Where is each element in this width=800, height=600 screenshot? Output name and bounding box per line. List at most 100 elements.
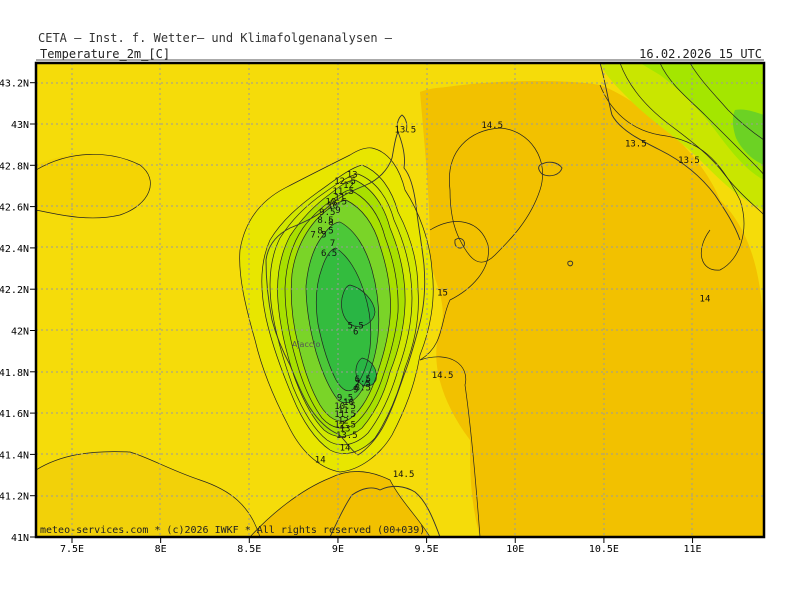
contour-label: 6.5 (321, 249, 337, 259)
contour-label: 13.5 (394, 125, 416, 135)
contour-label: 13 (340, 425, 351, 435)
contour-label: 12.5 (334, 177, 356, 187)
contour-label: 15 (437, 288, 448, 298)
contour-label: 7 (330, 239, 335, 249)
map-frame (34, 61, 766, 539)
contour-label: 12 (338, 416, 349, 426)
contour-label: 6 (353, 328, 358, 338)
warm-sea-east (420, 80, 764, 537)
lon-tick-label: 9.5E (415, 544, 439, 555)
contour-label: 11.5 (332, 187, 354, 197)
isotherm-10 (277, 179, 406, 437)
contour-label: 8 (328, 218, 333, 228)
contour-label: 12.5 (334, 421, 356, 431)
cap-corse (396, 114, 408, 133)
contour-label: 7.5 (310, 231, 326, 241)
lat-tick-label: 43N (11, 120, 29, 131)
contour-label: 11 (334, 193, 345, 203)
contour-label: 7.5 (355, 379, 371, 389)
variable-label: Temperature_2m_[C] (40, 47, 171, 61)
contour-label: 14.5 (393, 470, 415, 480)
coastlines (265, 63, 741, 537)
isotherm-13-northeast (659, 63, 764, 176)
contour-label: 9 (353, 385, 358, 395)
corsica-coast (265, 130, 426, 456)
contour-label: 6.5 (355, 375, 371, 385)
lon-tick-label: 11E (684, 544, 702, 555)
warm-patch-northwest (36, 153, 151, 218)
lat-tick-label: 41.6N (0, 409, 29, 420)
warm-sea-north (420, 87, 470, 120)
isotherm-14-south (249, 471, 431, 537)
lon-tick-label: 10E (506, 544, 524, 555)
lon-tick-label: 8.5E (237, 544, 261, 555)
contour-label: 14 (340, 443, 351, 453)
contour-label: 9.5 (319, 208, 335, 218)
isotherm-12-5-northeast (689, 63, 764, 141)
contour-label: 10 (327, 202, 338, 212)
isotherm-12 (261, 164, 419, 454)
italy-coast (599, 63, 741, 241)
contour-label: 9 (335, 206, 340, 216)
header-title: CETA — Inst. f. Wetter— und Klimafolgena… (38, 31, 393, 45)
graticule (36, 63, 764, 537)
cool-northeast-inner (640, 63, 764, 180)
contour-label: 13.5 (678, 156, 700, 166)
isotherm-5-south (355, 357, 377, 387)
lat-tick-label: 41.8N (0, 368, 29, 379)
contour-label: 14 (315, 456, 326, 466)
cool-northeast-core (732, 109, 764, 165)
sardinia-coast (329, 485, 441, 537)
isotherm-15-east (419, 221, 489, 361)
capraia-coast (454, 237, 465, 249)
contour-label: 10 (343, 398, 354, 408)
place-label: Ajaccio (292, 340, 321, 349)
isotherm-8 (290, 199, 391, 422)
isotherm-14-5-north (449, 127, 543, 263)
lat-tick-label: 41.2N (0, 492, 29, 503)
isotherms (36, 63, 764, 537)
place-labels: Ajaccio (292, 340, 321, 349)
lon-tick-label: 9E (332, 544, 344, 555)
isotherm-14-5-east (419, 356, 481, 537)
warm-patch-southwest (36, 451, 260, 537)
isotherm-14-northeast (599, 84, 745, 271)
axes: 7.5E 8E 8.5E 9E 9.5E 10E 10.5E 11E 43.2N 43N 42.8N… (0, 79, 702, 555)
lat-tick-label: 41.4N (0, 450, 29, 461)
lat-tick-label: 42.4N (0, 244, 29, 255)
isotherm-7 (305, 221, 380, 404)
corsica-level-6 (316, 248, 371, 391)
isotherm-14-west (36, 153, 151, 219)
lon-tick-label: 7.5E (60, 544, 84, 555)
lat-tick-label: 41N (11, 533, 29, 544)
lat-tick-label: 42.2N (0, 285, 29, 296)
contour-label: 10.5 (334, 402, 356, 412)
lon-tick-label: 8E (155, 544, 167, 555)
contour-label: 5.5 (348, 321, 364, 331)
contour-label: 13 (347, 171, 358, 181)
contour-label: 8.5 (317, 216, 333, 226)
isotherm-13-5-northeast (619, 63, 764, 216)
contour-label: 13.5 (625, 140, 647, 150)
footer-credit: meteo-services.com * (c)2026 IWKF * All … (40, 525, 426, 536)
lon-tick-label: 10.5E (589, 544, 619, 555)
lat-tick-label: 42.8N (0, 161, 29, 172)
valid-time: 16.02.2026 15 UTC (639, 47, 762, 61)
contour-label: 11.5 (334, 410, 356, 420)
contour-label: 14.5 (481, 121, 503, 131)
contour-label: 12 (343, 181, 354, 191)
isotherm-14-southwest (36, 451, 261, 537)
contour-label: 8.5 (355, 383, 371, 393)
elba-coast (538, 161, 563, 177)
contour-label: 11 (338, 406, 349, 416)
contour-label: 14.5 (432, 371, 454, 381)
isotherm-9 (284, 189, 399, 429)
isotherm-5-north (341, 284, 376, 327)
contour-label: 8.5 (317, 226, 333, 236)
lat-tick-label: 42N (11, 327, 29, 338)
contour-labels: 13.5 14.513.513.5141514.51312.51211.51110… (310, 121, 710, 480)
lat-tick-label: 42.6N (0, 203, 29, 214)
isotherm-13 (239, 147, 434, 473)
contour-label: 14 (700, 295, 711, 305)
